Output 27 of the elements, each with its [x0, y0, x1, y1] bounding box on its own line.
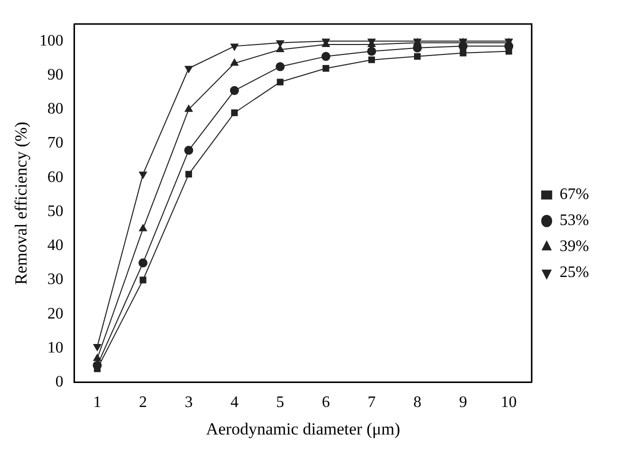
x-axis-title: Aerodynamic diameter (μm): [206, 419, 400, 438]
x-tick-label: 3: [184, 394, 193, 412]
legend-label: 25%: [560, 264, 589, 282]
y-tick-label: 80: [47, 100, 64, 118]
x-tick-label: 4: [230, 394, 238, 412]
x-tick-label: 9: [459, 394, 468, 412]
x-tick-label: 6: [322, 394, 330, 412]
y-tick-label: 100: [39, 32, 64, 50]
x-tick-label: 5: [276, 394, 284, 412]
y-tick-label: 60: [47, 168, 64, 186]
y-tick-label: 30: [47, 271, 64, 288]
x-tick-label: 10: [500, 394, 517, 412]
y-tick-label: 40: [47, 237, 64, 254]
legend-label: 53%: [560, 212, 589, 230]
y-tick-label: 10: [47, 339, 64, 356]
x-tick-label: 8: [413, 394, 422, 412]
x-tick-label: 1: [93, 394, 102, 412]
y-tick-label: 70: [47, 134, 64, 152]
x-tick-label: 7: [368, 394, 376, 412]
y-tick-label: 20: [47, 305, 64, 322]
y-axis-title: Removal efficiency (%): [12, 122, 31, 285]
y-tick-label: 0: [55, 374, 64, 391]
y-tick-label: 90: [47, 66, 64, 84]
legend-label: 39%: [560, 238, 589, 256]
y-tick-label: 50: [47, 202, 64, 220]
legend-label: 67%: [560, 186, 589, 204]
x-tick-label: 2: [138, 394, 147, 412]
